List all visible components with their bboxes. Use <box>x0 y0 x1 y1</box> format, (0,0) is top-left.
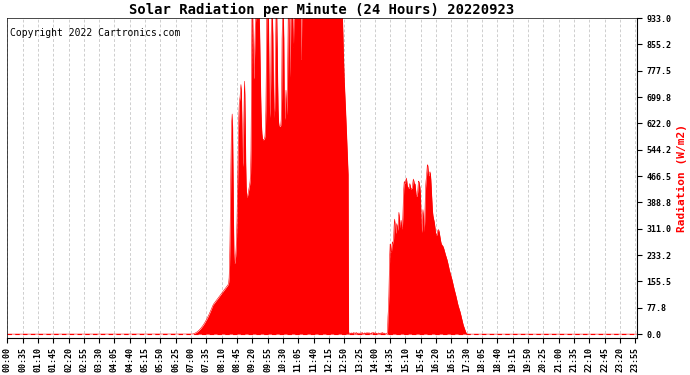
Title: Solar Radiation per Minute (24 Hours) 20220923: Solar Radiation per Minute (24 Hours) 20… <box>130 3 515 17</box>
Text: Copyright 2022 Cartronics.com: Copyright 2022 Cartronics.com <box>10 28 181 38</box>
Y-axis label: Radiation (W/m2): Radiation (W/m2) <box>677 124 687 232</box>
